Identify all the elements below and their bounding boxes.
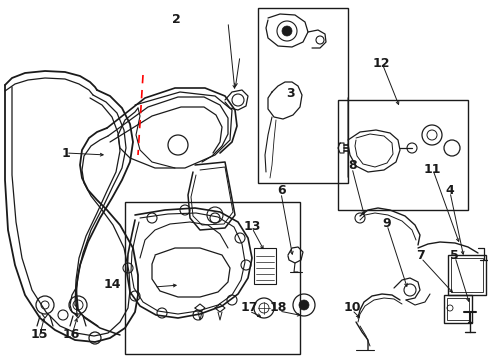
Bar [337, 100, 467, 210]
Text: 13: 13 [243, 220, 260, 233]
Text: 9: 9 [381, 217, 390, 230]
Bar [125, 202, 299, 354]
Text: 10: 10 [343, 301, 360, 314]
Text: 5: 5 [449, 249, 458, 262]
Bar [450, 258, 482, 292]
Text: 17: 17 [240, 301, 258, 314]
Bar [443, 295, 471, 323]
Bar [258, 8, 347, 183]
Bar [446, 298, 468, 320]
Text: 11: 11 [423, 163, 441, 176]
Text: 14: 14 [103, 278, 121, 291]
Text: 1: 1 [61, 147, 70, 159]
Circle shape [282, 26, 291, 36]
Text: 18: 18 [269, 301, 287, 314]
Text: 7: 7 [415, 249, 424, 262]
Text: 4: 4 [445, 184, 453, 197]
Circle shape [298, 300, 308, 310]
Text: 15: 15 [30, 328, 48, 341]
Text: 12: 12 [372, 57, 389, 69]
Text: 3: 3 [286, 87, 295, 100]
Bar [253, 248, 275, 284]
Text: 8: 8 [347, 159, 356, 172]
Bar [447, 255, 485, 295]
Text: 6: 6 [276, 184, 285, 197]
Text: 16: 16 [62, 328, 80, 341]
Text: 2: 2 [171, 13, 180, 26]
